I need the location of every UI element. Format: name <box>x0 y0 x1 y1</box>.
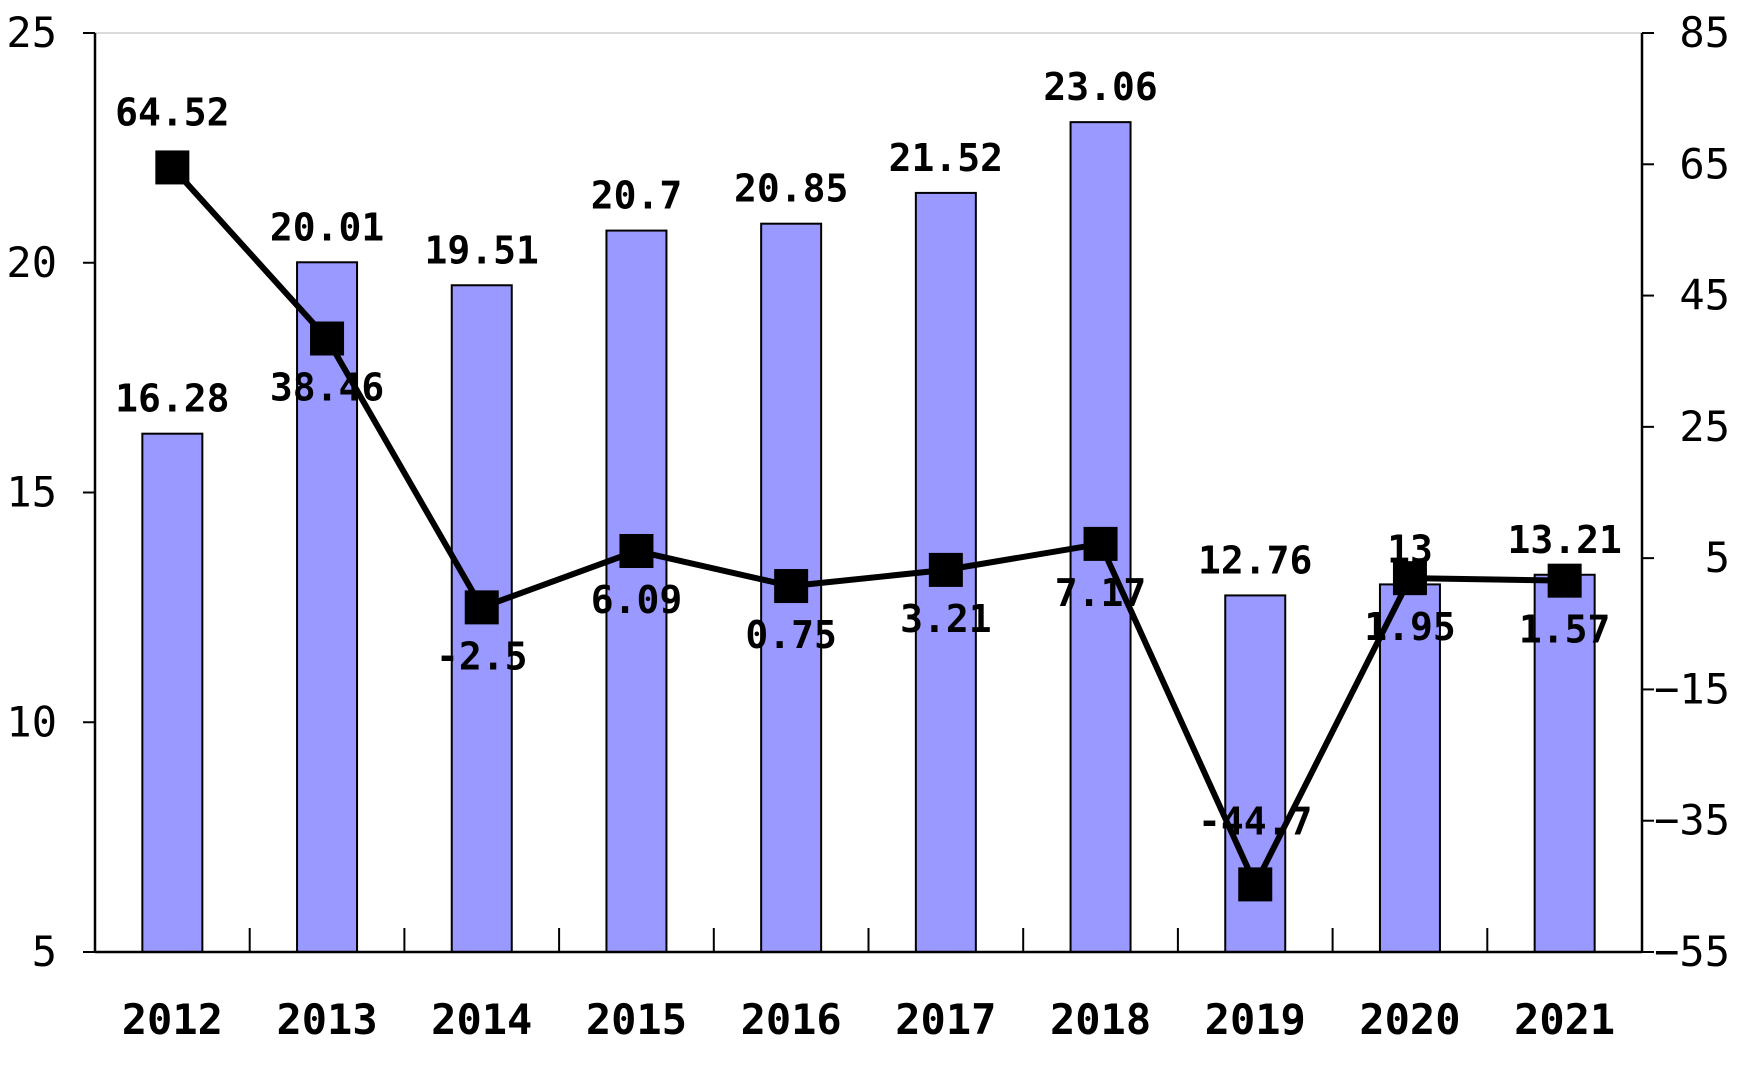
left-tick-label-15: 15 <box>6 468 57 517</box>
left-tick-label-5: 5 <box>32 927 57 976</box>
x-label-2020: 2020 <box>1359 995 1460 1044</box>
bar-label-2015: 20.7 <box>591 174 683 218</box>
x-label-2019: 2019 <box>1205 995 1306 1044</box>
right-tick-label-5: 5 <box>1705 533 1730 582</box>
bar-2015 <box>605 229 668 953</box>
x-label-2018: 2018 <box>1050 995 1151 1044</box>
bar-label-2013: 20.01 <box>270 205 384 249</box>
right-tick-label-45: 45 <box>1679 271 1730 320</box>
left-tick-label-20: 20 <box>6 238 57 287</box>
bar-label-2019: 12.76 <box>1198 538 1312 582</box>
right-tick-label-25: 25 <box>1679 402 1730 451</box>
line-marker-2015 <box>619 533 654 568</box>
line-marker-2012 <box>155 150 190 185</box>
bar-label-2017: 21.52 <box>889 136 1003 180</box>
right-tick-label--35: −35 <box>1654 796 1730 845</box>
bar-2012 <box>141 432 204 953</box>
bar-label-2016: 20.85 <box>734 167 848 211</box>
bar-label-2021: 13.21 <box>1507 518 1621 562</box>
line-marker-2018 <box>1083 526 1118 561</box>
line-marker-2016 <box>774 569 809 604</box>
line-label-2017: 3.21 <box>900 597 992 641</box>
x-label-2014: 2014 <box>431 995 532 1044</box>
right-tick-label-65: 65 <box>1679 139 1730 188</box>
line-label-2019: -44.7 <box>1198 799 1312 843</box>
right-tick-label--55: −55 <box>1654 927 1730 976</box>
left-tick-label-25: 25 <box>6 8 57 57</box>
line-label-2014: -2.5 <box>436 634 528 678</box>
line-marker-2021 <box>1547 563 1582 598</box>
right-tick-label-85: 85 <box>1679 8 1730 57</box>
x-label-2015: 2015 <box>586 995 687 1044</box>
growth-line <box>170 165 1565 888</box>
x-label-2013: 2013 <box>276 995 377 1044</box>
bar-2021 <box>1533 573 1596 953</box>
line-marker-2013 <box>310 321 345 356</box>
x-label-2017: 2017 <box>895 995 996 1044</box>
line-label-2016: 0.75 <box>745 613 837 657</box>
left-tick-label-10: 10 <box>6 697 57 746</box>
line-label-2015: 6.09 <box>591 578 683 622</box>
line-layer <box>155 150 1582 902</box>
line-label-2020: 1.95 <box>1364 605 1456 649</box>
axes-layer <box>83 32 1654 954</box>
x-label-2016: 2016 <box>741 995 842 1044</box>
line-marker-2017 <box>928 552 963 587</box>
line-marker-2019 <box>1238 867 1273 902</box>
bar-label-2014: 19.51 <box>425 228 539 272</box>
line-label-2021: 1.57 <box>1519 608 1611 652</box>
labels-layer: 5 10 15 20 25 −55 −35 −15 5 25 45 65 85 2012 2013 2014 2… <box>6 8 1730 1044</box>
bar-label-2012: 16.28 <box>115 377 229 421</box>
line-label-2012: 64.52 <box>115 90 229 134</box>
bar-label-2018: 23.06 <box>1043 65 1157 109</box>
x-label-2021: 2021 <box>1514 995 1615 1044</box>
bars-layer <box>141 121 1596 954</box>
x-label-2012: 2012 <box>122 995 223 1044</box>
line-label-2018: 7.17 <box>1055 571 1147 615</box>
line-marker-2014 <box>464 590 499 625</box>
right-tick-label--15: −15 <box>1654 664 1730 713</box>
line-label-2013: 38.46 <box>270 366 384 410</box>
bar-label-2020: 13 <box>1387 527 1433 571</box>
line-marker-2020 <box>1392 561 1427 596</box>
